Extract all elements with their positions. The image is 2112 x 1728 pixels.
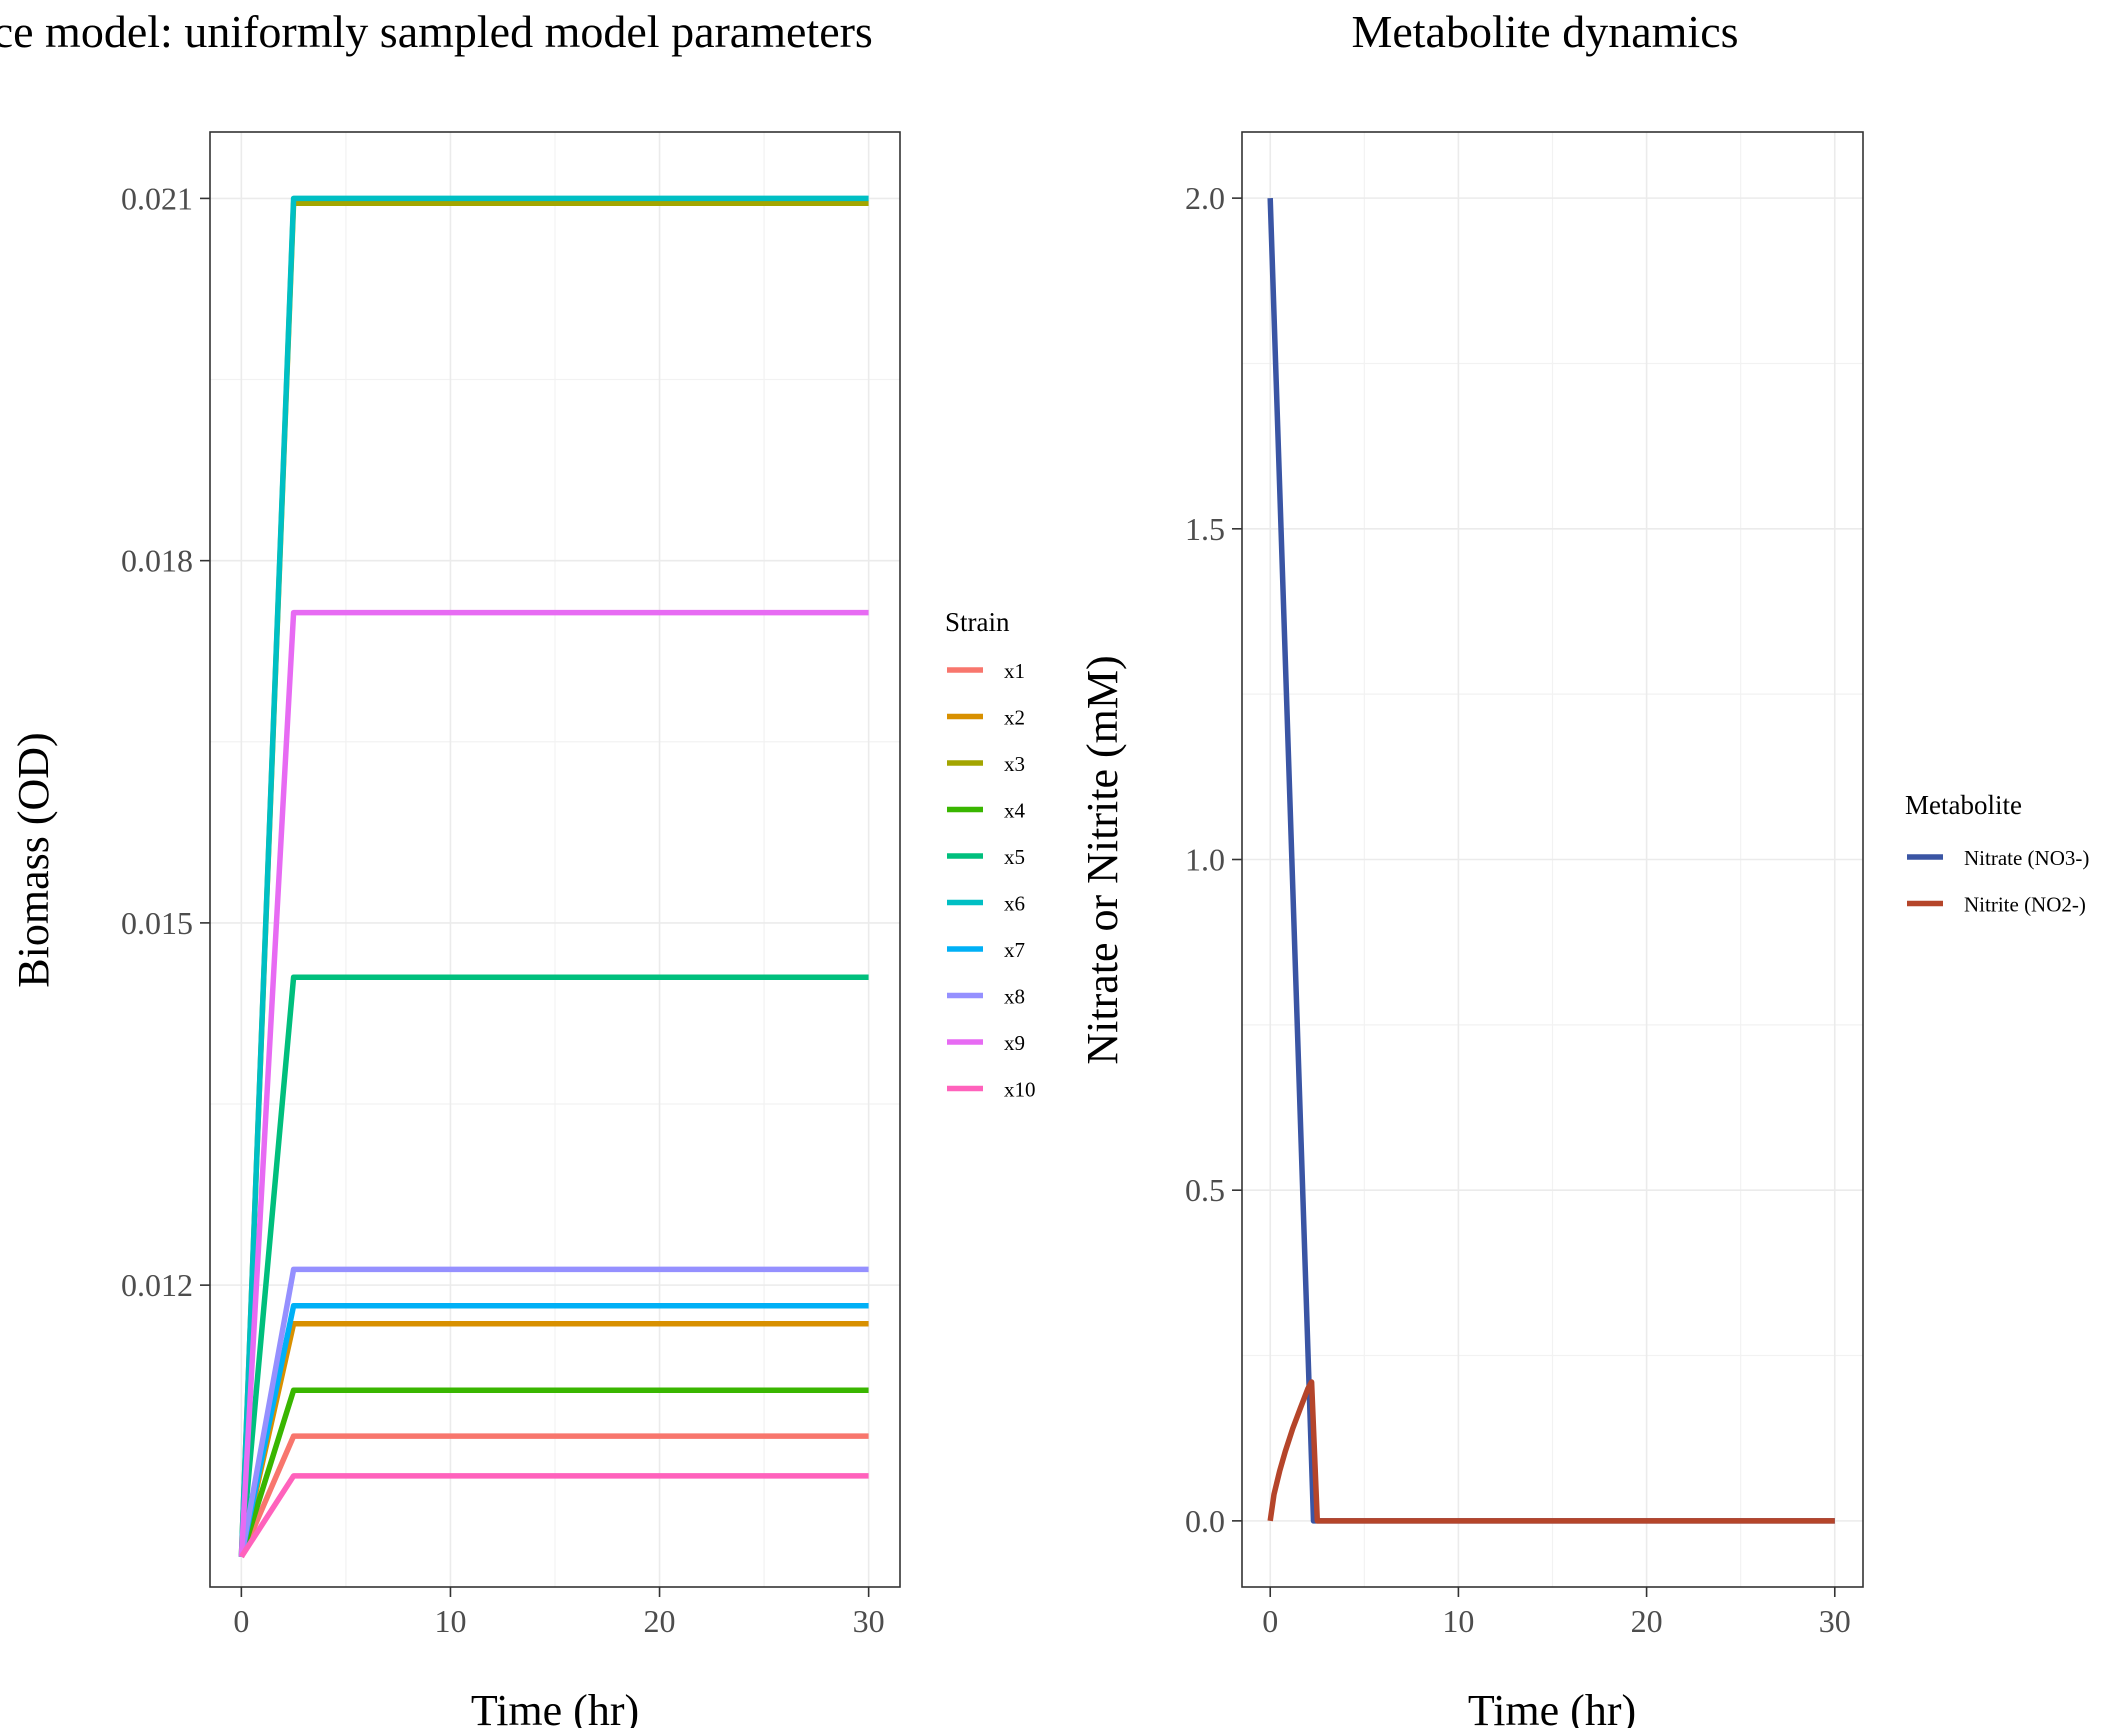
- series-line-x10: [239, 1473, 869, 1559]
- strain-legend-title: Strain: [945, 607, 1010, 637]
- biomass-y-axis-label: Biomass (OD): [9, 732, 58, 987]
- x-tick-label: 0: [233, 1603, 249, 1639]
- legend-label-x7: x7: [1004, 938, 1025, 962]
- legend-label-x3: x3: [1004, 752, 1025, 776]
- series-line-x4: [238, 1387, 869, 1558]
- x-tick-label: 20: [644, 1603, 676, 1639]
- y-tick-label: 0.015: [121, 905, 193, 941]
- series-line-nitrite-no2: [1267, 1379, 1835, 1524]
- strain-legend-items: x1 x2 x3 x4 x5 x6 x7 x8 x9 x10: [947, 659, 1036, 1102]
- biomass-x-axis: 0 10 20 30: [233, 1587, 885, 1639]
- strain-legend: Strain x1 x2 x3 x4 x5 x6 x7 x8 x9 x10: [945, 607, 1036, 1102]
- series-line-x5: [238, 974, 869, 1558]
- y-tick-label: 0.5: [1185, 1172, 1225, 1208]
- x-tick-label: 10: [1442, 1603, 1474, 1639]
- legend-label-x6: x6: [1004, 892, 1025, 916]
- legend-label-x8: x8: [1004, 985, 1025, 1009]
- legend-label-nitrite-no2: Nitrite (NO2-): [1964, 893, 2086, 917]
- metabolite-legend: Metabolite Nitrate (NO3-) Nitrite (NO2-): [1905, 790, 2089, 917]
- metabolite-series: [1267, 198, 1835, 1524]
- y-tick-label: 1.5: [1185, 511, 1225, 547]
- biomass-panel-border: [209, 131, 901, 1588]
- x-tick-label: 0: [1262, 1603, 1278, 1639]
- legend-label-nitrate-no3: Nitrate (NO3-): [1964, 846, 2089, 870]
- legend-label-x9: x9: [1004, 1031, 1025, 1055]
- biomass-series: [238, 195, 869, 1559]
- series-line-x6: [238, 195, 869, 1557]
- metabolite-grid: [1242, 132, 1863, 1587]
- x-tick-label: 30: [853, 1603, 885, 1639]
- metabolite-chart: Metabolite dynamics 0.0 0.5 1.0 1.5 2.0 0 10 2…: [1078, 6, 2089, 1728]
- metabolite-chart-title: Metabolite dynamics: [1351, 6, 1738, 57]
- metabolite-legend-title: Metabolite: [1905, 790, 2022, 820]
- series-line-x8: [238, 1266, 869, 1558]
- series-line-x1: [238, 1433, 869, 1558]
- metabolite-legend-items: Nitrate (NO3-) Nitrite (NO2-): [1907, 846, 2089, 917]
- biomass-x-axis-label: Time (hr): [471, 1686, 639, 1728]
- y-tick-label: 1.0: [1185, 842, 1225, 878]
- metabolite-y-axis: 0.0 0.5 1.0 1.5 2.0: [1185, 180, 1242, 1539]
- metabolite-y-axis-label: Nitrate or Nitrite (mM): [1078, 655, 1127, 1064]
- biomass-grid: [210, 132, 900, 1587]
- x-tick-label: 20: [1631, 1603, 1663, 1639]
- legend-label-x10: x10: [1004, 1078, 1036, 1102]
- metabolite-x-axis: 0 10 20 30: [1262, 1587, 1851, 1639]
- legend-label-x4: x4: [1004, 799, 1026, 823]
- legend-label-x2: x2: [1004, 706, 1025, 730]
- y-tick-label: 0.0: [1185, 1503, 1225, 1539]
- metabolite-x-axis-label: Time (hr): [1468, 1686, 1636, 1728]
- biomass-y-axis: 0.012 0.015 0.018 0.021: [121, 180, 210, 1303]
- legend-label-x5: x5: [1004, 845, 1025, 869]
- biomass-chart-title: Consumer resource model: uniformly sampl…: [0, 6, 873, 57]
- y-tick-label: 0.021: [121, 180, 193, 216]
- series-line-x9: [238, 609, 869, 1557]
- x-tick-label: 10: [434, 1603, 466, 1639]
- y-tick-label: 2.0: [1185, 180, 1225, 216]
- biomass-chart: Consumer resource model: uniformly sampl…: [0, 6, 1036, 1728]
- legend-label-x1: x1: [1004, 659, 1025, 683]
- y-tick-label: 0.018: [121, 543, 193, 579]
- x-tick-label: 30: [1819, 1603, 1851, 1639]
- y-tick-label: 0.012: [121, 1267, 193, 1303]
